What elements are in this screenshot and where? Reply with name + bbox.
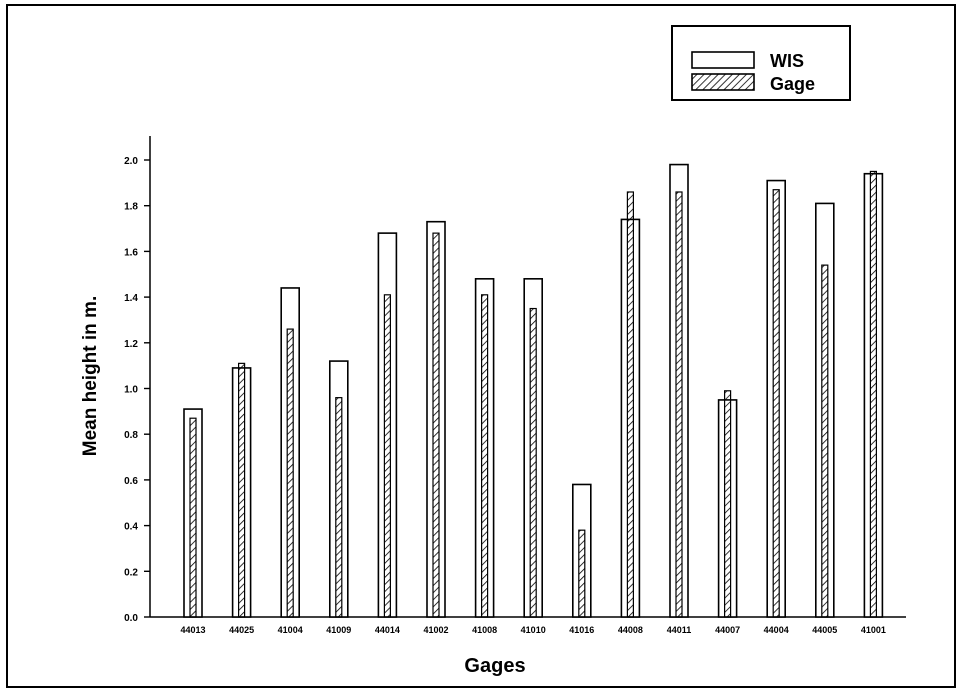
- bar-gage: [335, 397, 343, 618]
- x-tick-label: 44007: [715, 625, 740, 635]
- bar-gage: [723, 390, 732, 618]
- x-tick-label: 44025: [229, 625, 254, 635]
- bar-gage: [189, 417, 197, 618]
- bar-gage: [772, 189, 780, 618]
- bar-gage: [481, 294, 489, 618]
- y-tick-label: 1.6: [124, 247, 138, 258]
- bar-gage: [821, 264, 829, 618]
- y-tick-label: 1.0: [124, 385, 138, 396]
- x-tick-label: 41010: [521, 625, 546, 635]
- bar-gage: [238, 362, 246, 618]
- x-tick-label: 44008: [618, 625, 643, 635]
- y-tick-label: 1.4: [124, 293, 138, 304]
- y-tick-label: 0.0: [124, 613, 138, 624]
- bar-gage: [626, 191, 635, 618]
- legend-label-wis: WIS: [770, 51, 804, 71]
- x-tick-label: 41001: [861, 625, 886, 635]
- legend: WIS Gage: [671, 25, 851, 101]
- x-tick-label: 44004: [764, 625, 789, 635]
- y-axis-title: Mean height in m.: [80, 296, 101, 456]
- x-tick-label: 41004: [278, 625, 303, 635]
- y-tick-label: 1.2: [124, 339, 138, 350]
- bar-gage: [383, 294, 391, 618]
- y-tick-label: 2.0: [124, 156, 138, 167]
- x-tick-label: 41016: [569, 625, 594, 635]
- x-tick-label: 44005: [812, 625, 837, 635]
- x-tick-label: 41002: [423, 625, 448, 635]
- bar-gage: [529, 307, 537, 618]
- x-ticks: 44013 44025 41004 41009 44014 41002 41008 41010…: [180, 625, 885, 635]
- y-tick-label: 0.6: [124, 476, 138, 487]
- x-tick-label: 44013: [180, 625, 205, 635]
- bar-gage: [578, 529, 586, 618]
- bar-gage: [869, 170, 878, 618]
- x-axis-title: Gages: [464, 655, 525, 677]
- x-tick-label: 44014: [375, 625, 400, 635]
- legend-swatch-wis: [691, 51, 755, 69]
- y-ticks: 0.0 0.2 0.4 0.6 0.8 1.0 1.2 1.4 1.6 1.8 2.0: [124, 156, 150, 624]
- y-tick-label: 0.8: [124, 430, 138, 441]
- bar-gage: [286, 328, 294, 618]
- bar-gage: [432, 232, 440, 618]
- bar-gage: [675, 191, 683, 618]
- bars: [183, 163, 884, 618]
- y-tick-label: 0.2: [124, 567, 138, 578]
- legend-label-gage: Gage: [770, 74, 815, 94]
- x-tick-label: 41009: [326, 625, 351, 635]
- y-tick-label: 1.8: [124, 202, 138, 213]
- y-tick-label: 0.4: [124, 522, 138, 533]
- legend-swatch-gage: [691, 73, 755, 91]
- x-tick-label: 41008: [472, 625, 497, 635]
- x-tick-label: 44011: [667, 625, 692, 635]
